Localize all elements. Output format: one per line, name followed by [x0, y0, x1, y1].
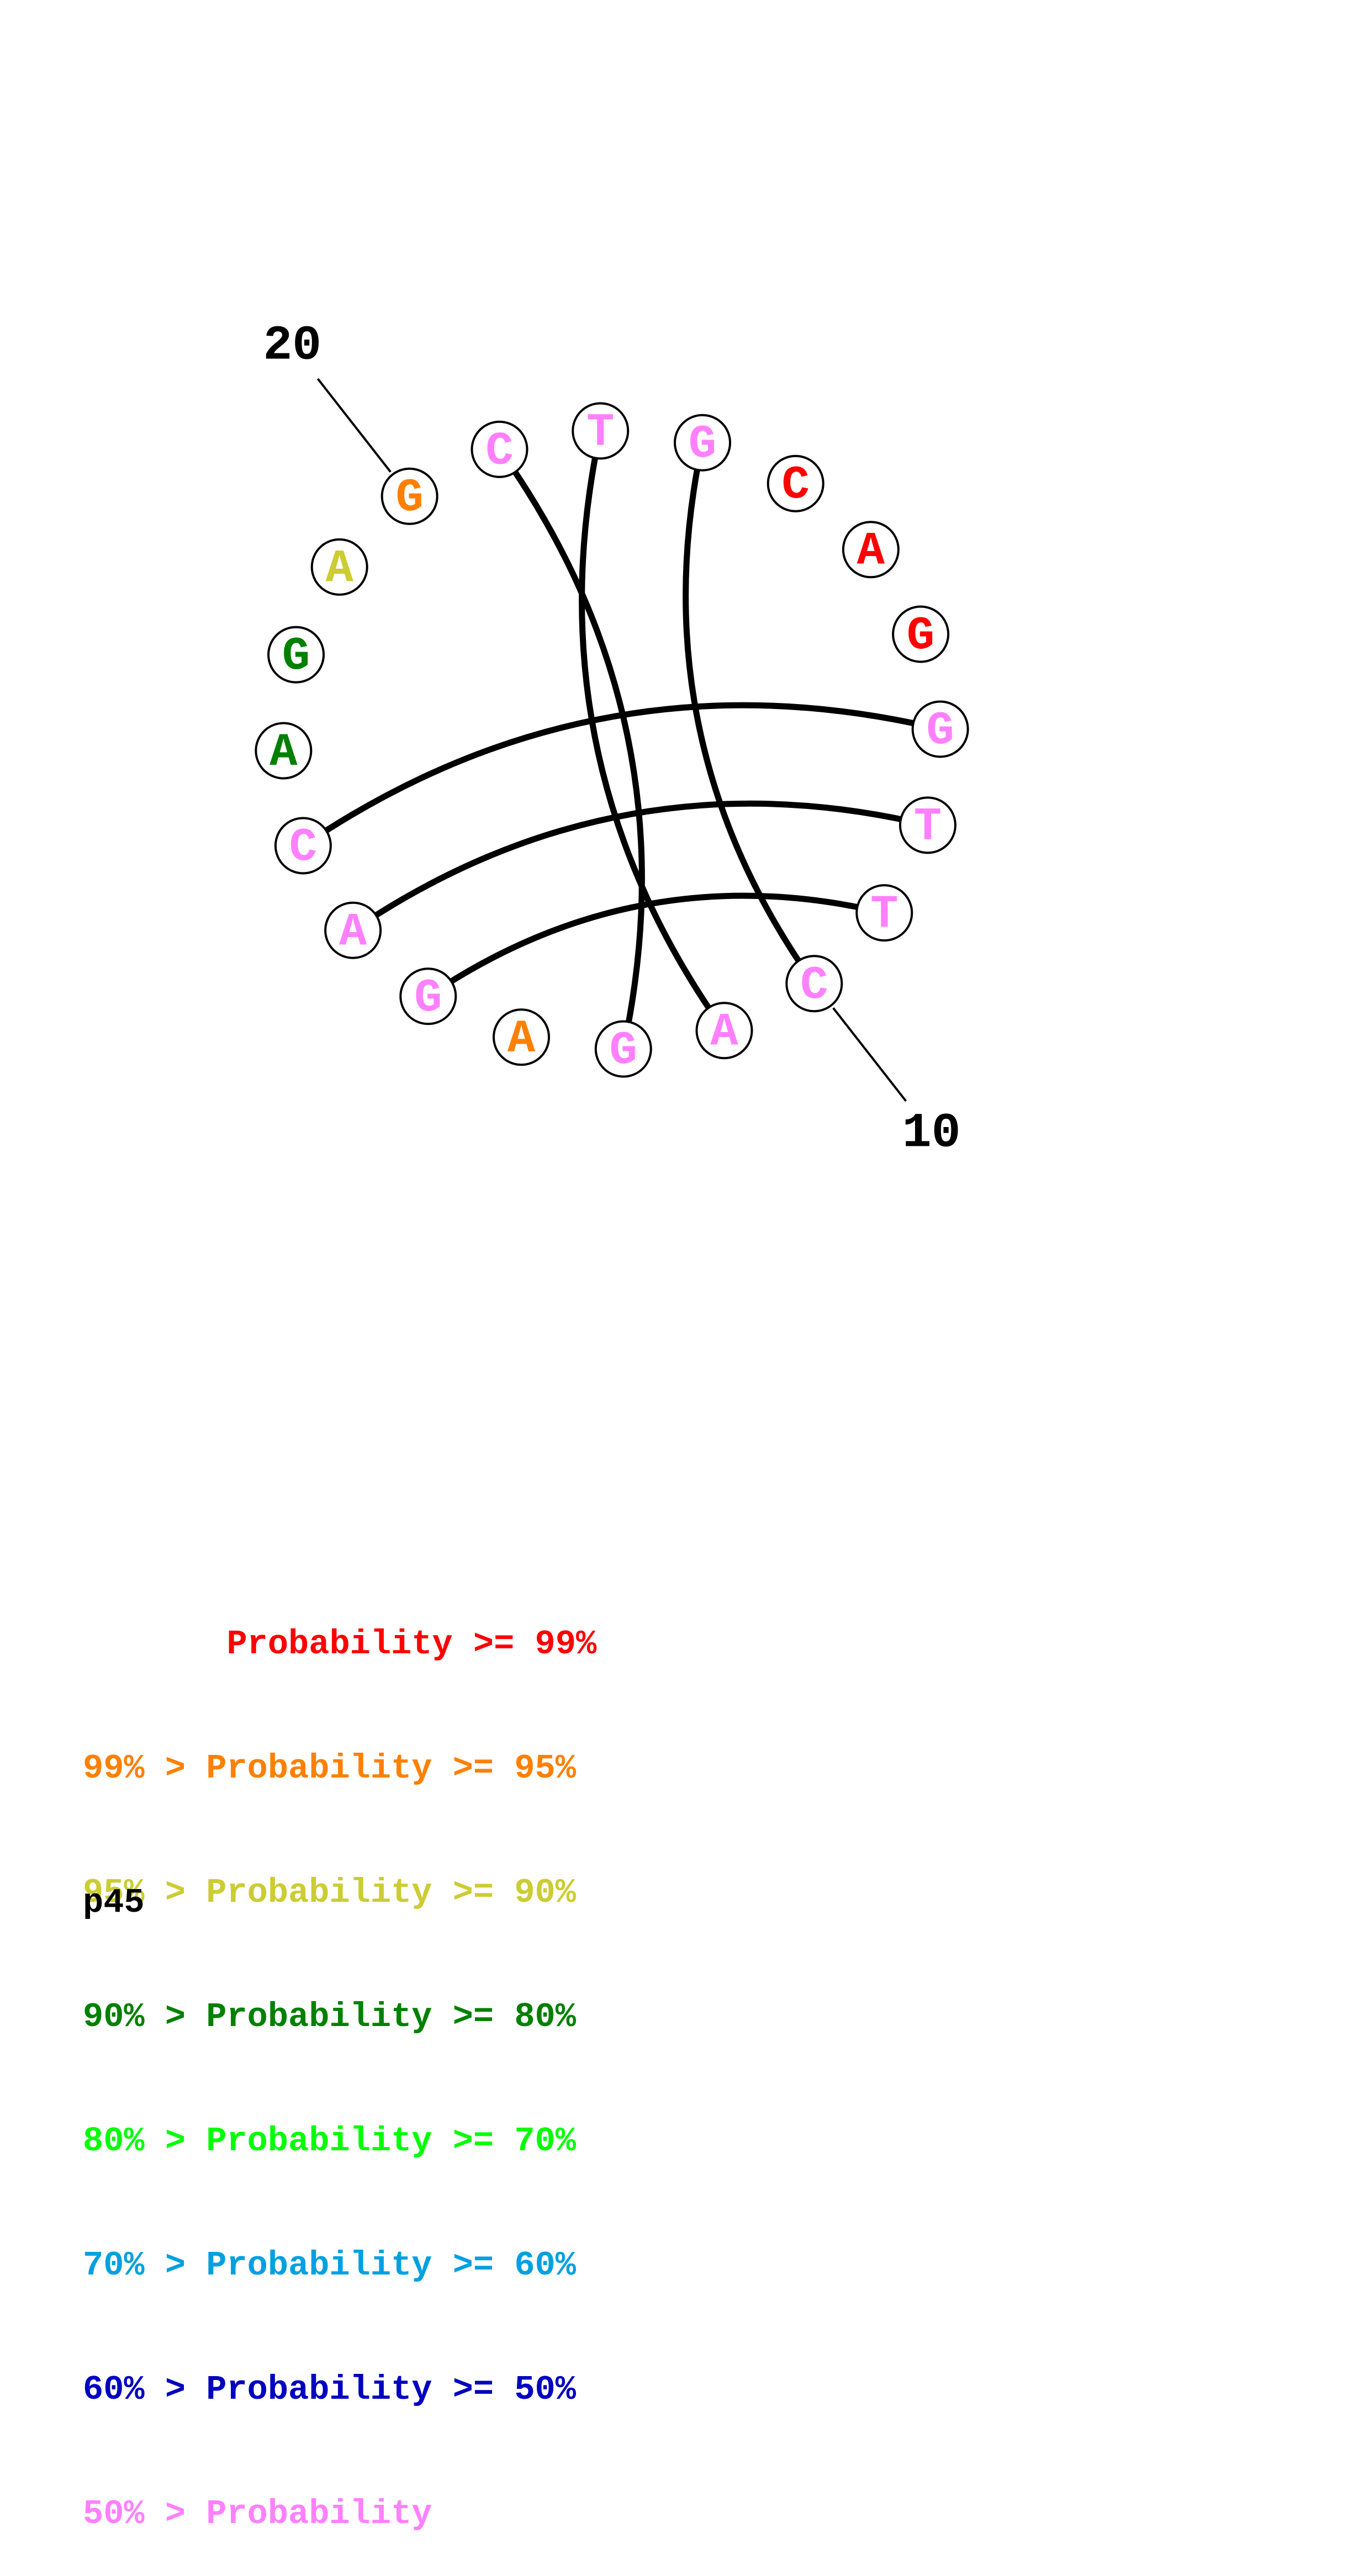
nucleotide-circle — [695, 1002, 753, 1060]
nucleotide: C — [785, 955, 843, 1013]
nucleotide-base: T — [586, 407, 614, 459]
nucleotide: A — [842, 521, 900, 579]
nucleotide-base: G — [907, 610, 934, 663]
nucleotide: A — [695, 1002, 753, 1060]
nucleotide-circle — [674, 414, 732, 472]
nucleotide-base: G — [689, 419, 716, 471]
base-pair-bond — [579, 427, 727, 1034]
index-label: 10 — [902, 1107, 961, 1161]
nucleotide: C — [471, 420, 528, 478]
nucleotide-base: A — [269, 727, 298, 779]
legend-row: 70% > Probability >= 60% — [83, 2245, 596, 2286]
nucleotide-base: A — [339, 906, 367, 959]
nucleotide-base: G — [395, 472, 423, 525]
legend-row: 60% > Probability >= 50% — [83, 2369, 596, 2410]
legend-row: 90% > Probability >= 80% — [83, 1996, 596, 2038]
nucleotide: A — [492, 1008, 550, 1066]
base-pair-bond — [683, 440, 817, 987]
nucleotide: T — [898, 796, 956, 854]
nucleotide-circle — [274, 817, 332, 875]
legend-row-text: Probability >= 99% — [83, 1625, 597, 1664]
nucleotide-base: A — [326, 543, 354, 595]
base-pair-bonds — [300, 427, 944, 1052]
nucleotide-base: C — [800, 960, 828, 1012]
nucleotide: G — [399, 967, 457, 1025]
nucleotide: T — [855, 884, 913, 942]
legend-row-text: 60% > Probability >= 50% — [83, 2370, 576, 2409]
nucleotide-base: C — [485, 425, 513, 478]
legend-row: 99% > Probability >= 95% — [83, 1748, 596, 1789]
nucleotide-circle — [767, 454, 824, 512]
base-pair-bond — [496, 446, 645, 1052]
nucleotide-circle — [492, 1008, 550, 1066]
nucleotide-circle — [324, 901, 382, 959]
nucleotide-base: A — [857, 526, 885, 578]
nucleotide-base: C — [782, 459, 810, 512]
nucleotide-base: T — [870, 889, 898, 941]
nucleotide-circle — [594, 1020, 652, 1078]
index-tick-lines — [316, 378, 907, 1102]
index-tick-line — [832, 1007, 907, 1102]
nucleotide-circle — [310, 538, 368, 596]
nucleotide-base: G — [282, 631, 310, 683]
nucleotide-base: A — [508, 1013, 536, 1066]
nucleotide-circle — [855, 884, 913, 942]
legend-row: Probability >= 99% — [83, 1623, 596, 1665]
nucleotide-circle — [572, 402, 630, 460]
index-labels: 10 20 — [263, 319, 960, 1161]
legend-row-text: 90% > Probability >= 80% — [83, 1997, 576, 2037]
nucleotide: G — [892, 605, 950, 663]
index-label: 20 — [263, 319, 321, 373]
nucleotide: G — [674, 414, 732, 472]
nucleotide-circle — [785, 955, 843, 1013]
nucleotide-circle — [267, 626, 325, 684]
legend-row: 80% > Probability >= 70% — [83, 2120, 596, 2162]
nucleotide: C — [274, 817, 332, 875]
nucleotide-circle — [255, 722, 313, 780]
nucleotide-base: T — [914, 801, 942, 854]
nucleotide: C — [767, 454, 824, 512]
nucleotide: T — [572, 402, 630, 460]
index-tick-line — [316, 378, 392, 473]
nucleotide-circle — [842, 521, 900, 579]
nucleotide-circle — [471, 420, 528, 478]
nucleotide-base: G — [926, 705, 954, 758]
nucleotide-base: A — [710, 1007, 738, 1059]
legend-row: 95% > Probability >= 90% — [83, 1872, 596, 1913]
legend-row-text: 80% > Probability >= 70% — [83, 2122, 576, 2161]
nucleotide-circle — [380, 467, 438, 525]
probability-legend: Probability >= 99% 99% > Probability >= … — [83, 1541, 596, 2576]
nucleotide: G — [267, 626, 325, 684]
nucleotide-base: G — [610, 1025, 637, 1077]
nucleotide-circle — [911, 700, 969, 758]
nucleotide: G — [911, 700, 969, 758]
nucleotide-circle — [892, 605, 950, 663]
nucleotide: A — [310, 538, 368, 596]
nucleotide-circle — [399, 967, 457, 1025]
legend-row-text: 70% > Probability >= 60% — [83, 2246, 576, 2285]
base-pair-bond — [425, 892, 887, 999]
structure-label: p45 — [83, 1883, 145, 1922]
base-pair-bond — [350, 800, 931, 934]
nucleotide: G — [380, 467, 438, 525]
nucleotide-base: C — [289, 822, 317, 874]
legend-row-text: 50% > Probability — [83, 2494, 432, 2533]
legend-row-text: 99% > Probability >= 95% — [83, 1749, 576, 1788]
nucleotide-base: G — [414, 972, 442, 1025]
nucleotide-circle — [898, 796, 956, 854]
base-pair-bond — [300, 702, 944, 849]
nucleotide: A — [255, 722, 313, 780]
legend-row-text: 95% > Probability >= 90% — [83, 1873, 576, 1912]
nucleotide: G — [594, 1020, 652, 1078]
legend-row: 50% > Probability — [83, 2493, 596, 2535]
nucleotide: A — [324, 901, 382, 959]
